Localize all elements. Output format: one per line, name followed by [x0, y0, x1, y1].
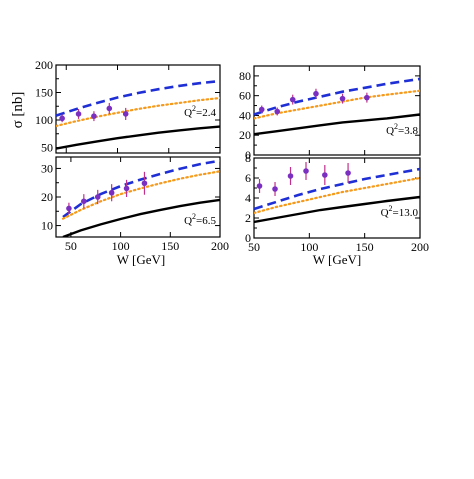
x-tick-label: 50 [248, 240, 260, 254]
curve-dotted [61, 170, 220, 220]
data-point [274, 108, 281, 115]
y-tick-label: 0 [245, 148, 251, 162]
curve-dashed [56, 79, 220, 117]
q2-value: =13.0 [393, 207, 419, 219]
y-tick-label: 200 [35, 58, 53, 72]
panel-frame [55, 64, 221, 154]
y-tick-label: 20 [41, 190, 53, 204]
q2-annotation: Q2=13.0 [381, 204, 419, 219]
data-point [59, 115, 65, 122]
q2-value: =2.4 [196, 107, 216, 119]
curves [56, 79, 220, 150]
q2-symbol: Q [386, 125, 394, 137]
data-point [66, 205, 72, 212]
data-point [339, 95, 346, 102]
panel-bottom-left: 10 20 30 50 100 150 200 Q2=6.5 [41, 156, 229, 253]
curves [254, 77, 420, 136]
data-point [108, 189, 115, 196]
q2-superscript: 2 [192, 104, 196, 113]
panel-frame [253, 65, 421, 156]
q2-annotation: Q2=3.8 [386, 122, 418, 137]
data-point [303, 168, 309, 174]
curve-solid [56, 125, 220, 150]
curve-dashed [62, 159, 220, 219]
data-point [94, 194, 101, 200]
q2-annotation: Q2=6.5 [184, 212, 216, 227]
q2-symbol: Q [381, 207, 389, 219]
y-tick-label: 100 [35, 113, 53, 127]
q2-value: =6.5 [196, 215, 216, 227]
y-tick-label: 20 [239, 128, 251, 142]
y-tick-label: 4 [245, 191, 251, 205]
data-point [364, 94, 370, 101]
data-point [272, 186, 278, 192]
y-tick-label: 6 [245, 171, 251, 185]
x-axis-label-right: W [GeV] [313, 252, 362, 267]
data-point [322, 172, 328, 178]
y-tick-label: 8 [245, 151, 251, 165]
x-tick-label: 200 [211, 239, 229, 253]
curve-dotted [254, 176, 420, 215]
x-tick-label: 100 [300, 240, 318, 254]
q2-annotation: Q2=2.4 [184, 104, 216, 119]
y-tick-label: 30 [41, 161, 53, 175]
y-tick-label: 150 [35, 86, 53, 100]
q2-symbol: Q [184, 215, 192, 227]
data-point [91, 113, 97, 119]
data-point [313, 90, 319, 97]
data-point [258, 106, 265, 113]
x-tick-label: 50 [65, 239, 77, 253]
curve-solid [254, 195, 420, 224]
q2-superscript: 2 [192, 212, 196, 221]
data-point [256, 183, 263, 189]
x-tick-label: 150 [161, 239, 179, 253]
curve-dashed [254, 77, 420, 116]
data-point [75, 111, 82, 117]
curves [61, 159, 220, 237]
x-tick-label: 150 [356, 240, 374, 254]
y-tick-label: 10 [41, 219, 53, 233]
q2-superscript: 2 [389, 204, 393, 213]
data-point [123, 185, 130, 192]
x-tick-label: 100 [112, 239, 130, 253]
q2-symbol: Q [184, 107, 192, 119]
y-tick-label: 50 [41, 141, 53, 155]
q2-superscript: 2 [394, 122, 398, 131]
y-tick-label: 60 [239, 89, 251, 103]
curve-dashed [254, 167, 420, 211]
y-axis-label: σ [nb] [10, 92, 26, 129]
x-axis-label-left: W [GeV] [117, 252, 166, 267]
curve-dotted [254, 89, 420, 120]
data-point [81, 198, 87, 205]
curve-solid [62, 198, 220, 237]
y-tick-label: 0 [245, 231, 251, 245]
panel-top-left: 50 100 150 200 Q2=2.4 [35, 58, 221, 155]
curve-solid [254, 113, 420, 136]
data-point [106, 105, 113, 112]
curves [254, 167, 420, 224]
data-point [345, 170, 351, 176]
data-point [287, 173, 294, 179]
data-point [289, 96, 296, 103]
x-tick-label: 200 [411, 240, 429, 254]
y-tick-label: 2 [245, 211, 251, 225]
data-point [122, 111, 129, 117]
data-point [141, 180, 148, 187]
y-tick-label: 80 [239, 69, 251, 83]
panel-top-right: 0 20 40 60 80 Q2=3.8 [239, 65, 421, 162]
q2-value: =3.8 [398, 125, 418, 137]
curve-dotted [56, 96, 220, 128]
y-tick-label: 40 [239, 108, 251, 122]
